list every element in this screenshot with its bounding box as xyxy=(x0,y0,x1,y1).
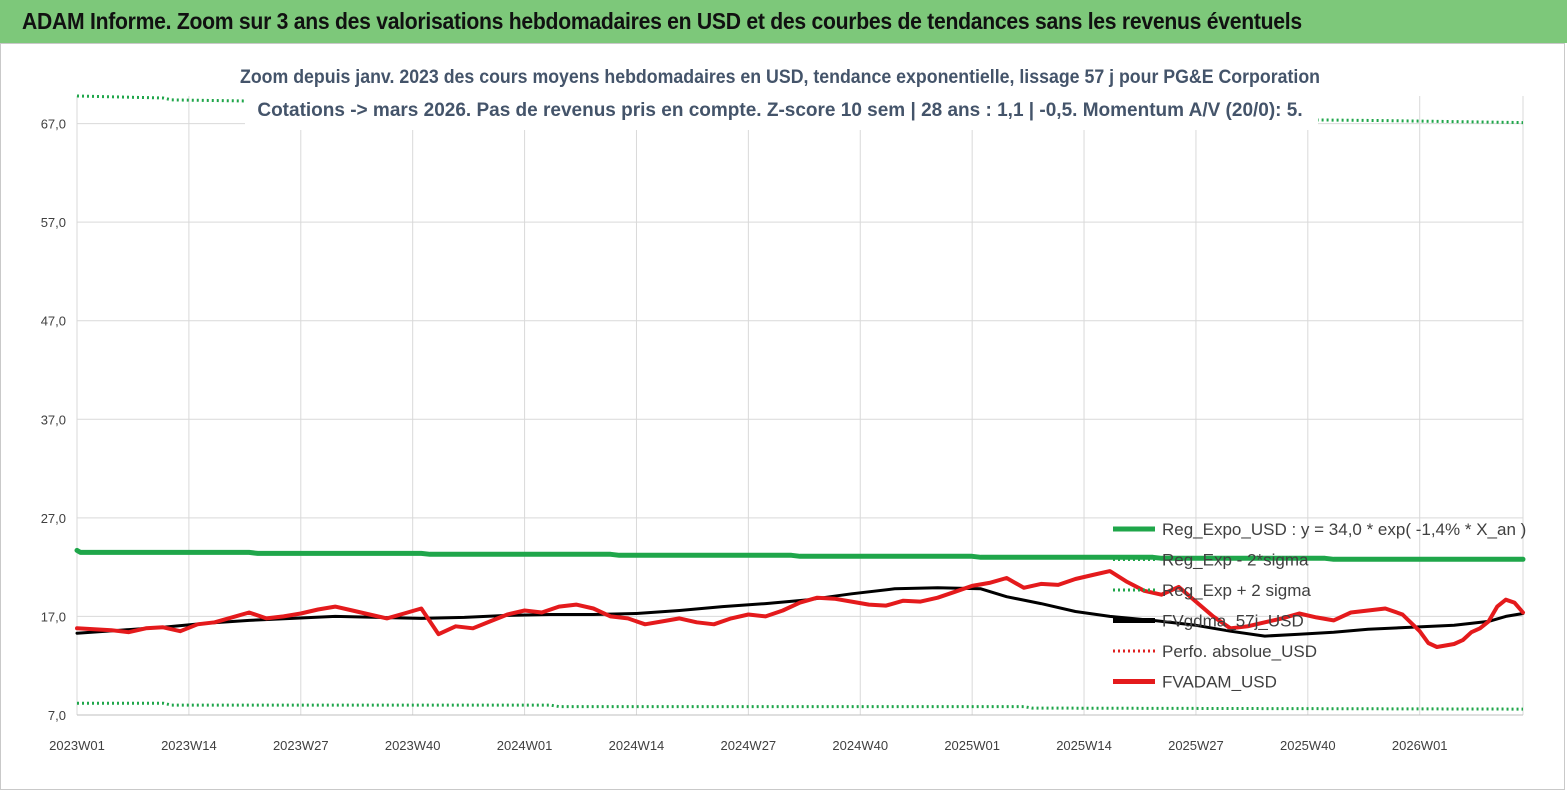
x-tick-label: 2023W40 xyxy=(385,738,441,753)
legend-label-4: Perfo. absolue_USD xyxy=(1162,642,1317,661)
chart-frame xyxy=(0,43,1565,790)
x-tick-label: 2025W40 xyxy=(1280,738,1336,753)
y-tick-label: 47,0 xyxy=(41,314,66,329)
y-tick-label: 67,0 xyxy=(41,117,66,132)
chart-title-line1: Zoom depuis janv. 2023 des cours moyens … xyxy=(240,67,1320,88)
x-tick-label: 2024W27 xyxy=(721,738,777,753)
series-lines xyxy=(74,94,1526,711)
grid-lines xyxy=(76,96,1524,716)
legend-label-1: Reg_Exp - 2*sigma xyxy=(1162,551,1309,570)
legend-label-5: FVADAM_USD xyxy=(1162,673,1277,692)
legend-label-0: Reg_Expo_USD : y = 34,0 * exp( -1,4% * X… xyxy=(1162,520,1526,539)
series-line-5 xyxy=(75,569,1525,649)
x-tick-label: 2023W27 xyxy=(273,738,329,753)
title-background xyxy=(245,58,1318,130)
x-tick-label: 2025W14 xyxy=(1056,738,1112,753)
series-line-1 xyxy=(77,701,1524,711)
y-axis-ticks: 7,0 17,0 27,0 37,0 47,0 57,0 67,0 xyxy=(41,117,66,723)
series-line-2 xyxy=(76,94,1524,125)
series-line-0 xyxy=(74,547,1526,562)
x-tick-label: 2024W14 xyxy=(609,738,665,753)
y-tick-label: 57,0 xyxy=(41,215,66,230)
legend-label-3: FVgdma_57j_USD xyxy=(1162,612,1304,631)
x-tick-label: 2024W40 xyxy=(832,738,888,753)
chart-title-line2: Cotations -> mars 2026. Pas de revenus p… xyxy=(257,100,1302,121)
legend-label-2: Reg_Exp + 2 sigma xyxy=(1162,581,1311,600)
x-tick-label: 2025W01 xyxy=(944,738,1000,753)
y-tick-label: 17,0 xyxy=(41,609,66,624)
report-title: ADAM Informe. Zoom sur 3 ans des valoris… xyxy=(22,8,1302,34)
header-bar: ADAM Informe. Zoom sur 3 ans des valoris… xyxy=(0,0,1567,43)
x-axis-ticks: 2023W01 2023W14 2023W27 2023W40 2024W01 2024W… xyxy=(49,738,1447,753)
legend: Reg_Expo_USD : y = 34,0 * exp( -1,4% * X… xyxy=(1113,520,1526,692)
series-line-3 xyxy=(75,586,1525,638)
x-tick-label: 2023W14 xyxy=(161,738,217,753)
x-tick-label: 2026W01 xyxy=(1392,738,1448,753)
y-tick-label: 37,0 xyxy=(41,412,66,427)
x-tick-label: 2024W01 xyxy=(497,738,553,753)
x-tick-label: 2023W01 xyxy=(49,738,105,753)
y-tick-label: 27,0 xyxy=(41,511,66,526)
x-tick-label: 2025W27 xyxy=(1168,738,1224,753)
y-tick-label: 7,0 xyxy=(48,708,66,723)
